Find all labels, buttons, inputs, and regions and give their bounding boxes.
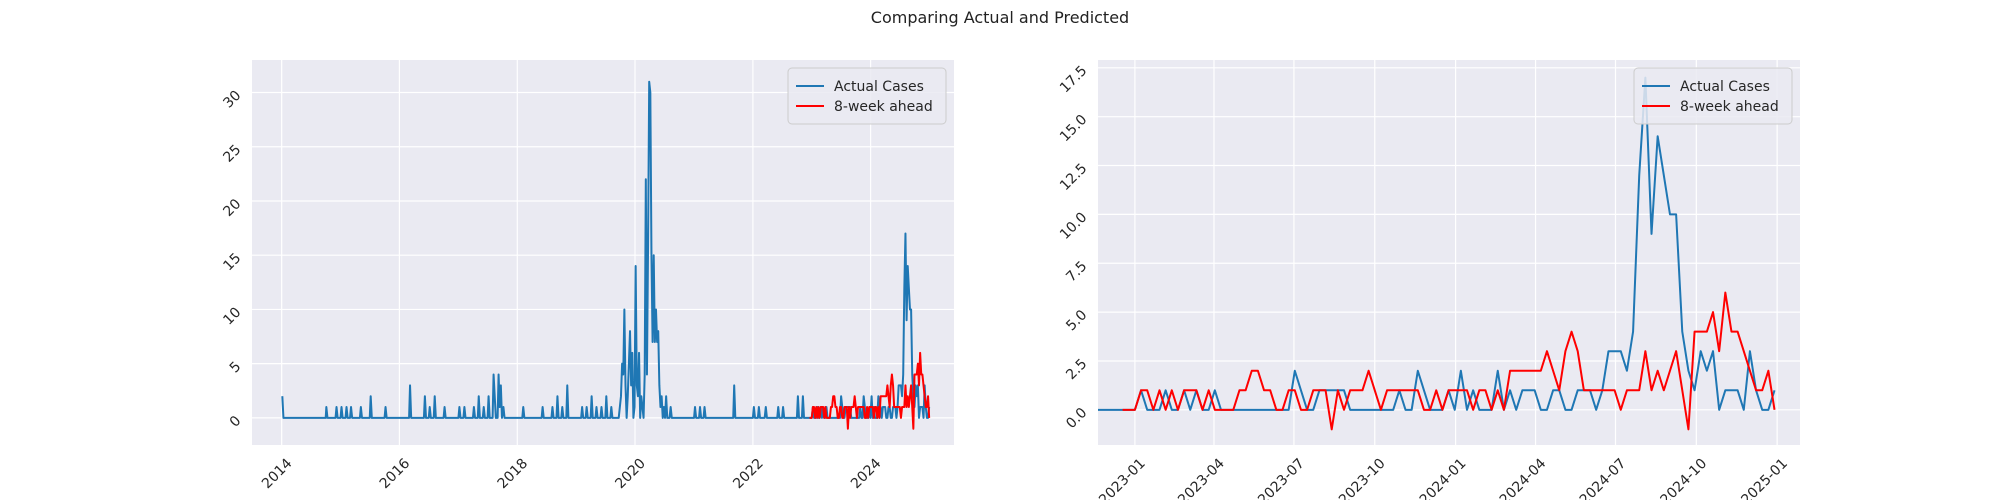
x-tick-label: 2024-07 [1577,456,1630,500]
x-tick-label: 2022 [730,456,767,493]
plot-area [1098,60,1800,445]
legend-label-actual-cases: Actual Cases [1680,79,1770,95]
x-tick-label: 2023-07 [1255,456,1308,500]
y-tick-label: 15 [220,250,244,274]
y-tick-label: 0 [227,413,245,431]
series-line-actual-cases [1098,76,1776,411]
x-tick-label: 2024-10 [1658,456,1711,500]
legend-box [787,67,947,125]
series-group [1098,76,1776,431]
y-tick-label: 25 [220,142,244,166]
plot-area [252,60,954,445]
x-tick-label: 2023-04 [1175,456,1228,500]
figure-title: Comparing Actual and Predicted [870,8,1130,27]
x-tick-label: 2023-01 [1096,456,1149,500]
x-tick-label: 2024-04 [1497,456,1550,500]
y-tick-label: 5 [227,359,245,377]
series-group [281,80,931,430]
y-tick-label: 20 [220,196,244,220]
chart-panel-2: 0.0 2.5 5.0 7.5 10.0 12.5 15.0 17.5 2023-01 2023-… [1057,60,1800,500]
y-tick-label: 2.5 [1063,356,1090,383]
y-tick-label: 5.0 [1063,307,1090,334]
y-tick-label: 10.0 [1057,209,1090,242]
x-tick-label: 2014 [259,456,296,493]
legend: Actual Cases 8-week ahead [787,67,947,125]
x-tick-label: 2025-01 [1738,456,1791,500]
y-tick-label: 17.5 [1057,63,1090,96]
y-tick-label: 15.0 [1057,112,1090,145]
series-line-8-week-ahead [809,351,931,430]
x-tick-label: 2023-10 [1336,456,1389,500]
y-tick-label: 30 [220,88,244,112]
x-tick-label: 2024 [848,456,885,493]
series-line-8-week-ahead [1122,291,1776,431]
x-tick-label: 2020 [612,456,649,493]
y-tick-label: 12.5 [1057,161,1090,194]
series-line-actual-cases [281,80,931,419]
legend-label-actual-cases: Actual Cases [834,79,924,95]
legend: Actual Cases 8-week ahead [1633,67,1793,125]
legend-box [1633,67,1793,125]
x-tick-label: 2018 [495,456,532,493]
y-tick-label: 7.5 [1063,258,1090,285]
y-tick-label: 10 [220,304,244,328]
legend-label-8-week-ahead: 8-week ahead [1680,99,1779,115]
y-tick-label: 0.0 [1063,405,1090,432]
chart-panel-1: 0 5 10 15 20 25 30 2014 2016 2018 2020 2022 2024 Actu… [220,60,954,492]
x-tick-label: 2016 [377,456,414,493]
legend-label-8-week-ahead: 8-week ahead [834,99,933,115]
x-tick-label: 2024-01 [1417,456,1470,500]
